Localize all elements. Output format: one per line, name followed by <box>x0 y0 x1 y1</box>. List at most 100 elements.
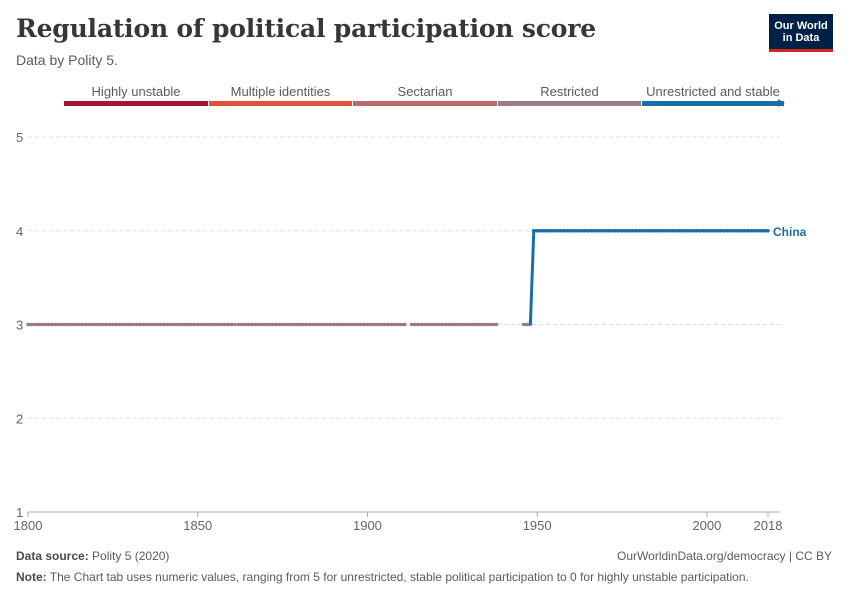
data-point <box>124 322 129 327</box>
data-point <box>487 322 492 327</box>
data-point <box>175 322 180 327</box>
data-point <box>284 322 288 327</box>
legend-label: Multiple identities <box>230 84 331 99</box>
data-point <box>460 322 465 327</box>
data-point <box>654 228 658 233</box>
data-point <box>623 228 628 233</box>
chart-title: Regulation of political participation sc… <box>16 14 596 43</box>
data-point <box>199 322 203 327</box>
data-point <box>56 322 61 327</box>
data-point <box>352 322 356 327</box>
data-point <box>318 322 322 327</box>
data-point <box>440 322 444 327</box>
legend-item-sectarian[interactable]: Sectarian <box>353 82 497 108</box>
data-point <box>348 322 353 327</box>
data-point <box>627 228 631 233</box>
x-tick-label: 1900 <box>353 518 382 533</box>
data-point <box>732 228 736 233</box>
note-label: Note: <box>16 570 47 584</box>
legend-item-unrestricted-and-stable[interactable]: Unrestricted and stable <box>642 82 784 108</box>
data-point <box>705 228 709 233</box>
data-point <box>606 228 611 233</box>
data-point <box>243 322 248 327</box>
data-point <box>759 228 764 233</box>
owid-logo[interactable]: Our World in Data <box>769 14 833 52</box>
data-point <box>572 228 577 233</box>
data-point <box>525 322 529 327</box>
data-point <box>178 322 183 327</box>
legend-item-multiple-identities[interactable]: Multiple identities <box>209 82 352 108</box>
data-point <box>603 228 607 233</box>
data-point <box>36 322 40 327</box>
data-point <box>246 322 251 327</box>
data-point <box>280 322 285 327</box>
data-point <box>657 228 662 233</box>
data-point <box>633 228 638 233</box>
data-point <box>742 228 747 233</box>
chart-subtitle: Data by Polity 5. <box>16 52 118 68</box>
data-point <box>579 228 584 233</box>
data-point <box>131 322 136 327</box>
data-source-link[interactable]: Polity 5 (2020) <box>92 549 170 563</box>
legend-item-restricted[interactable]: Restricted <box>498 82 641 108</box>
data-point <box>240 322 244 327</box>
data-point <box>375 322 380 327</box>
data-point <box>321 322 326 327</box>
x-tick-label: 2018 <box>754 518 783 533</box>
data-point <box>637 228 641 233</box>
data-point <box>762 228 767 233</box>
data-point <box>698 228 702 233</box>
data-point <box>369 322 373 327</box>
data-point <box>735 228 740 233</box>
data-point <box>569 228 573 233</box>
data-point <box>484 322 489 327</box>
data-point <box>104 322 108 327</box>
data-point <box>542 228 546 233</box>
y-tick-label: 5 <box>16 130 23 145</box>
data-point <box>399 322 404 327</box>
data-point <box>593 228 597 233</box>
data-point <box>66 322 71 327</box>
data-point <box>372 322 377 327</box>
data-point <box>70 322 74 327</box>
data-point <box>694 228 699 233</box>
data-point <box>389 322 394 327</box>
data-point <box>223 322 227 327</box>
data-point <box>467 322 472 327</box>
data-point <box>43 322 47 327</box>
data-point <box>718 228 723 233</box>
data-point <box>185 322 190 327</box>
data-point <box>386 322 390 327</box>
data-point <box>189 322 193 327</box>
data-point <box>430 322 434 327</box>
note-text: The Chart tab uses numeric values, rangi… <box>49 570 749 584</box>
data-point <box>32 322 37 327</box>
series-china <box>26 228 770 327</box>
url-license[interactable]: OurWorldinData.org/democracy | CC BY <box>617 549 832 563</box>
data-point <box>148 322 153 327</box>
x-tick-label: 1850 <box>183 518 212 533</box>
data-point <box>253 322 258 327</box>
data-point <box>453 322 458 327</box>
data-point <box>674 228 679 233</box>
data-point <box>168 322 173 327</box>
legend-item-highly-unstable[interactable]: Highly unstable <box>64 82 208 108</box>
data-point <box>447 322 451 327</box>
data-point <box>301 322 305 327</box>
data-point <box>117 322 122 327</box>
data-point <box>257 322 261 327</box>
data-point <box>60 322 64 327</box>
data-point <box>73 322 78 327</box>
y-tick-label: 2 <box>16 411 23 426</box>
y-tick-label: 1 <box>16 505 23 520</box>
data-point <box>165 322 169 327</box>
data-point <box>94 322 98 327</box>
data-point <box>314 322 319 327</box>
data-point <box>358 322 363 327</box>
data-point <box>355 322 360 327</box>
data-point <box>708 228 713 233</box>
legend-swatch <box>642 101 784 106</box>
data-point <box>756 228 760 233</box>
data-point <box>233 322 237 327</box>
